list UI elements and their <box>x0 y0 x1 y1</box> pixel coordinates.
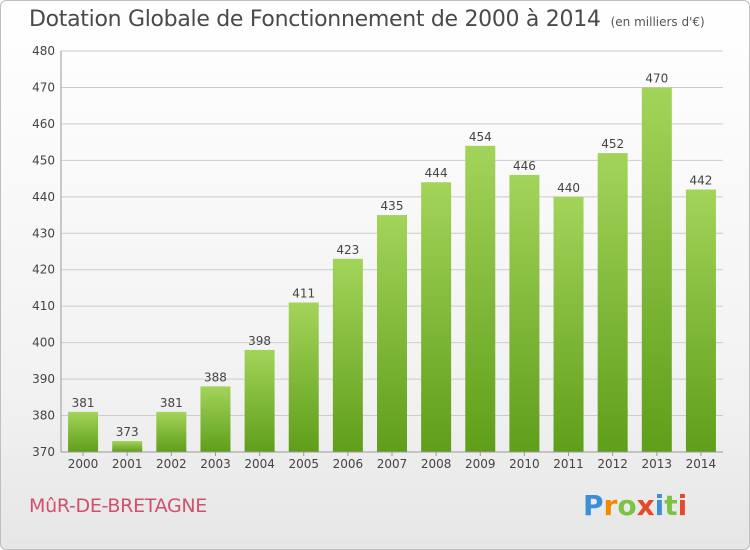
x-tick-label: 2006 <box>333 457 364 471</box>
bar-2000 <box>68 411 99 452</box>
logo-letter: i <box>677 489 688 522</box>
bar-2005 <box>288 302 319 452</box>
bar-2006 <box>332 258 363 452</box>
x-tick-label: 2008 <box>421 457 452 471</box>
data-label: 442 <box>689 174 712 188</box>
y-tick-label: 450 <box>32 153 55 167</box>
bar-2002 <box>156 411 187 452</box>
bar-2001 <box>112 441 143 452</box>
bar-2010 <box>509 174 540 453</box>
bar-2011 <box>553 196 584 452</box>
y-tick-label: 460 <box>32 117 55 131</box>
logo-letter: t <box>664 489 678 522</box>
y-tick-label: 430 <box>32 226 55 240</box>
data-label: 446 <box>513 159 536 173</box>
data-label: 411 <box>292 287 315 301</box>
bar-2014 <box>685 189 716 452</box>
logo-letter: r <box>603 489 618 522</box>
bar-2007 <box>377 215 407 452</box>
bar-2013 <box>641 87 672 453</box>
x-tick-label: 2001 <box>112 457 143 471</box>
data-label: 452 <box>601 137 624 151</box>
x-tick-label: 2009 <box>465 457 496 471</box>
bar-2003 <box>200 386 231 452</box>
y-tick-label: 440 <box>32 190 55 204</box>
chart-subtitle: (en milliers d'€) <box>610 15 705 29</box>
data-label: 470 <box>645 71 668 85</box>
x-tick-label: 2003 <box>200 457 231 471</box>
data-label: 398 <box>248 334 271 348</box>
x-tick-label: 2014 <box>686 457 717 471</box>
logo-letter: P <box>583 489 604 522</box>
y-tick-label: 470 <box>32 80 55 94</box>
y-tick-label: 400 <box>32 336 55 350</box>
data-label: 388 <box>204 370 227 384</box>
data-label: 435 <box>381 199 404 213</box>
x-tick-label: 2000 <box>68 457 99 471</box>
data-label: 440 <box>557 181 580 195</box>
y-tick-label: 420 <box>32 263 55 277</box>
y-tick-label: 390 <box>32 372 55 386</box>
x-tick-label: 2007 <box>377 457 408 471</box>
data-label: 423 <box>336 243 359 257</box>
y-tick-label: 370 <box>32 445 55 459</box>
x-tick-label: 2005 <box>288 457 319 471</box>
commune-name: MûR-DE-BRETAGNE <box>29 495 208 517</box>
data-label: 444 <box>425 166 448 180</box>
data-label: 454 <box>469 130 492 144</box>
chart-title: Dotation Globale de Fonctionnement de 20… <box>29 7 705 32</box>
logo-letter: i <box>654 489 665 522</box>
bars: 381 373 381 388 398 411 423 435 444 454 446 440 452 4… <box>68 71 716 453</box>
bar-2012 <box>597 153 628 452</box>
bar-2009 <box>465 145 496 453</box>
data-label: 373 <box>116 425 139 439</box>
x-tick-label: 2004 <box>244 457 275 471</box>
bar-2004 <box>244 349 275 452</box>
logo-letter: x <box>636 489 655 522</box>
x-tick-label: 2002 <box>156 457 187 471</box>
bar-2008 <box>421 182 452 452</box>
y-tick-label: 410 <box>32 299 55 313</box>
y-tick-label: 480 <box>32 44 55 58</box>
x-tick-label: 2010 <box>509 457 540 471</box>
data-label: 381 <box>160 396 183 410</box>
x-tick-label: 2012 <box>597 457 628 471</box>
axes: 370 380 390 400 410 420 430 440 450 460 470 480 2000… <box>32 44 723 471</box>
data-label: 381 <box>72 396 95 410</box>
y-tick-label: 380 <box>32 409 55 423</box>
logo-letter: o <box>617 489 637 522</box>
x-tick-label: 2011 <box>553 457 584 471</box>
proxiti-logo: Proxiti <box>583 489 687 522</box>
x-tick-label: 2013 <box>642 457 673 471</box>
